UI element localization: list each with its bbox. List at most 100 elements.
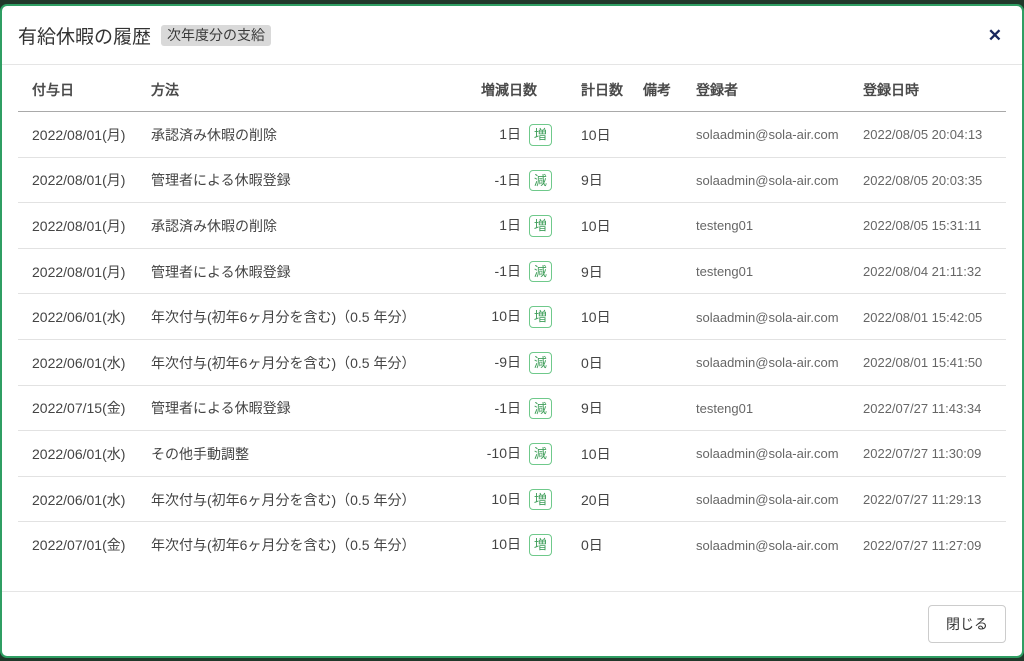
- change-days-value: 10日: [491, 536, 521, 553]
- leave-history-table: 付与日 方法 増減日数 計日数 備考 登録者 登録日時 2022/08/01(月…: [18, 65, 1006, 567]
- change-days-value: -1日: [494, 171, 521, 188]
- registrant-cell: testeng01: [688, 202, 855, 249]
- change-direction-badge: 増: [528, 124, 552, 146]
- method-cell: 年次付与(初年6ヶ月分を含む)（0.5 年分）: [143, 475, 473, 522]
- total-days-cell: 10日: [573, 202, 635, 249]
- modal-title: 有給休暇の履歴: [18, 27, 152, 48]
- table-row: 2022/08/01(月) 管理者による休暇登録 -1日 減 9日 solaad…: [18, 156, 1006, 203]
- registrant-cell: solaadmin@sola-air.com: [688, 338, 855, 386]
- total-days-cell: 10日: [581, 126, 611, 143]
- change-days-value: -1日: [494, 399, 521, 416]
- registered-at-cell: 2022/08/05 15:31:11: [855, 202, 1006, 249]
- registrant-cell: testeng01: [688, 384, 855, 431]
- total-days-cell: 10日: [573, 293, 635, 340]
- note-cell: [635, 156, 688, 203]
- change-days-cell: 1日 増: [473, 112, 573, 158]
- method-cell: 承認済み休暇の削除: [143, 202, 473, 249]
- col-header-note: 備考: [635, 65, 688, 112]
- method-cell: 管理者による休暇登録: [143, 247, 473, 294]
- table-row: 2022/07/15(金) 管理者による休暇登録 -1日 減 9日 testen…: [18, 384, 1006, 431]
- method-cell: 年次付与(初年6ヶ月分を含む)（0.5 年分）: [143, 293, 473, 340]
- note-cell: [635, 384, 688, 431]
- total-days-cell: 9日: [573, 384, 635, 431]
- table-row: 2022/06/01(水) 年次付与(初年6ヶ月分を含む)（0.5 年分） 10…: [18, 475, 1006, 522]
- change-days-value: 1日: [499, 217, 521, 234]
- grant-date-cell: 2022/06/01(水): [18, 293, 143, 340]
- grant-date-cell: 2022/06/01(水): [18, 475, 143, 522]
- col-header-change-days: 増減日数: [473, 65, 573, 112]
- note-cell: [635, 430, 688, 477]
- note-cell: [635, 112, 688, 158]
- grant-date-cell: 2022/08/01(月): [32, 126, 126, 143]
- col-header-registrant: 登録者: [688, 65, 855, 112]
- change-days-value: -9日: [494, 353, 521, 370]
- note-cell: [635, 293, 688, 340]
- registered-at-cell: 2022/07/27 11:43:34: [855, 384, 1006, 431]
- change-direction-badge: 増: [528, 215, 552, 237]
- method-cell: 承認済み休暇の削除: [151, 126, 277, 143]
- modal-header: 有給休暇の履歴 次年度分の支給 ✕: [2, 6, 1022, 65]
- change-days-cell: 10日 増: [473, 293, 573, 340]
- change-days-value: -1日: [494, 262, 521, 279]
- registered-at-cell: 2022/07/27 11:30:09: [855, 430, 1006, 477]
- change-days-cell: 10日 増: [473, 475, 573, 522]
- total-days-cell: 10日: [573, 430, 635, 477]
- change-direction-badge: 増: [528, 534, 552, 556]
- method-cell: その他手動調整: [143, 430, 473, 477]
- next-fiscal-year-badge: 次年度分の支給: [161, 24, 272, 47]
- table-row: 2022/08/01(月) 承認済み休暇の削除 1日 増 10日 solaadm…: [18, 112, 1006, 158]
- grant-date-cell: 2022/06/01(水): [18, 338, 143, 386]
- change-direction-badge: 減: [528, 260, 552, 283]
- registrant-cell: solaadmin@sola-air.com: [688, 521, 855, 567]
- change-direction-badge: 増: [528, 306, 552, 328]
- method-cell: 年次付与(初年6ヶ月分を含む)（0.5 年分）: [143, 338, 473, 386]
- paid-leave-history-modal: 有給休暇の履歴 次年度分の支給 ✕ 付与日 方法 増減日数 計日数 備考 登録者…: [0, 4, 1024, 658]
- col-header-method: 方法: [143, 65, 473, 112]
- change-days-cell: -1日 減: [473, 384, 573, 431]
- table-row: 2022/08/01(月) 承認済み休暇の削除 1日 増 10日 testeng…: [18, 202, 1006, 249]
- table-row: 2022/06/01(水) 年次付与(初年6ヶ月分を含む)（0.5 年分） -9…: [18, 338, 1006, 386]
- registered-at-cell: 2022/07/27 11:29:13: [855, 475, 1006, 522]
- total-days-cell: 9日: [573, 247, 635, 294]
- change-direction-badge: 増: [528, 488, 552, 511]
- total-days-cell: 20日: [573, 475, 635, 522]
- table-row: 2022/06/01(水) 年次付与(初年6ヶ月分を含む)（0.5 年分） 10…: [18, 293, 1006, 340]
- change-days-cell: 10日 増: [473, 521, 573, 567]
- note-cell: [635, 247, 688, 294]
- registrant-cell: solaadmin@sola-air.com: [688, 475, 855, 522]
- change-days-cell: -10日 減: [473, 430, 573, 477]
- registered-at-cell: 2022/08/01 15:41:50: [855, 338, 1006, 386]
- table-body: 2022/08/01(月) 承認済み休暇の削除 1日 増 10日 solaadm…: [18, 112, 1006, 567]
- registrant-cell: solaadmin@sola-air.com: [688, 293, 855, 340]
- change-days-value: -10日: [486, 445, 521, 462]
- note-cell: [635, 202, 688, 249]
- method-cell: 年次付与(初年6ヶ月分を含む)（0.5 年分）: [143, 521, 473, 567]
- table-row: 2022/08/01(月) 管理者による休暇登録 -1日 減 9日 testen…: [18, 247, 1006, 294]
- close-button[interactable]: 閉じる: [928, 605, 1006, 643]
- close-icon[interactable]: ✕: [984, 25, 1006, 46]
- total-days-cell: 0日: [573, 521, 635, 567]
- change-days-cell: -1日 減: [473, 156, 573, 203]
- registered-at-cell: 2022/08/04 21:11:32: [855, 247, 1006, 294]
- col-header-grant-date: 付与日: [18, 65, 143, 112]
- total-days-cell: 9日: [573, 156, 635, 203]
- grant-date-cell: 2022/06/01(水): [18, 430, 143, 477]
- total-days-cell: 0日: [573, 338, 635, 386]
- change-days-cell: -1日 減: [473, 247, 573, 294]
- table-header-row: 付与日 方法 増減日数 計日数 備考 登録者 登録日時: [18, 65, 1006, 112]
- modal-footer: 閉じる: [2, 591, 1022, 656]
- method-cell: 管理者による休暇登録: [143, 156, 473, 203]
- method-cell: 管理者による休暇登録: [143, 384, 473, 431]
- table-row: 2022/07/01(金) 年次付与(初年6ヶ月分を含む)（0.5 年分） 10…: [18, 521, 1006, 567]
- change-direction-badge: 減: [528, 169, 552, 192]
- grant-date-cell: 2022/08/01(月): [18, 202, 143, 249]
- note-cell: [635, 475, 688, 522]
- registered-at-cell: 2022/08/05 20:04:13: [863, 127, 983, 143]
- change-days-value: 10日: [491, 490, 521, 507]
- grant-date-cell: 2022/07/15(金): [18, 384, 143, 431]
- registered-at-cell: 2022/08/01 15:42:05: [855, 293, 1006, 340]
- modal-body: 付与日 方法 増減日数 計日数 備考 登録者 登録日時 2022/08/01(月…: [2, 65, 1022, 591]
- change-days-value: 10日: [491, 308, 521, 325]
- change-days-cell: -9日 減: [473, 338, 573, 386]
